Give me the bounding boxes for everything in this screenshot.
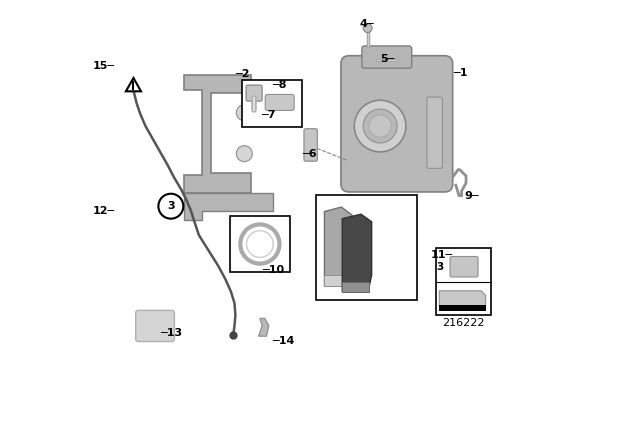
Text: 4─: 4─ <box>360 19 374 29</box>
Polygon shape <box>184 193 273 220</box>
FancyBboxPatch shape <box>304 129 317 161</box>
Text: ─2: ─2 <box>236 69 250 78</box>
FancyBboxPatch shape <box>341 56 452 192</box>
Text: ─7: ─7 <box>261 110 276 120</box>
Text: 15─: 15─ <box>93 61 115 71</box>
Bar <box>342 282 369 292</box>
Polygon shape <box>342 214 372 292</box>
Text: ─14: ─14 <box>272 336 294 346</box>
Polygon shape <box>184 75 251 193</box>
Text: 216222: 216222 <box>442 318 484 328</box>
Text: 3: 3 <box>167 201 175 211</box>
Polygon shape <box>324 207 352 286</box>
FancyBboxPatch shape <box>246 85 262 101</box>
Text: ─13: ─13 <box>160 328 182 338</box>
Circle shape <box>240 224 280 263</box>
Circle shape <box>246 231 273 258</box>
Bar <box>324 275 349 286</box>
Polygon shape <box>259 319 269 336</box>
Text: 5─: 5─ <box>380 54 395 64</box>
Circle shape <box>355 100 406 152</box>
Text: ─1: ─1 <box>454 68 468 78</box>
Polygon shape <box>439 291 486 306</box>
Circle shape <box>236 105 252 121</box>
Text: ─6: ─6 <box>302 149 317 159</box>
Circle shape <box>369 115 391 137</box>
Bar <box>436 249 492 315</box>
FancyBboxPatch shape <box>450 257 478 277</box>
Text: 3: 3 <box>436 262 444 272</box>
Bar <box>316 195 417 300</box>
FancyBboxPatch shape <box>265 95 294 111</box>
FancyBboxPatch shape <box>362 46 412 68</box>
FancyBboxPatch shape <box>136 310 175 341</box>
Circle shape <box>363 109 397 143</box>
Circle shape <box>158 194 183 219</box>
Circle shape <box>363 24 372 33</box>
Bar <box>439 305 486 311</box>
Bar <box>242 80 302 127</box>
Text: 11─: 11─ <box>431 250 452 260</box>
Polygon shape <box>126 78 141 91</box>
Text: ─8: ─8 <box>272 80 287 90</box>
Text: 9─: 9─ <box>465 191 479 202</box>
Bar <box>230 216 290 272</box>
Text: ─10: ─10 <box>262 265 284 276</box>
Text: 12─: 12─ <box>93 206 115 215</box>
Circle shape <box>236 146 252 162</box>
FancyBboxPatch shape <box>427 97 442 168</box>
